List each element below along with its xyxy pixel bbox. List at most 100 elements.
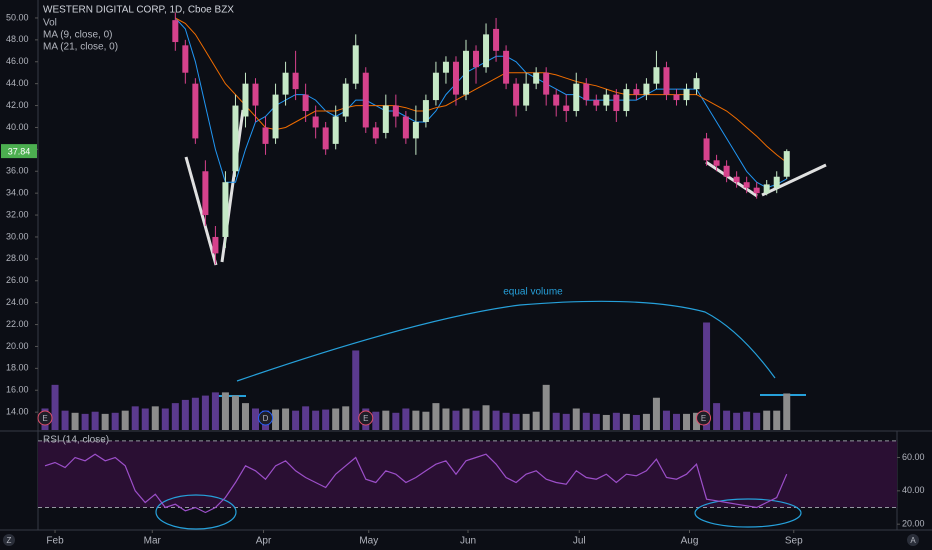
candle-body: [242, 83, 249, 117]
candle-body: [783, 151, 790, 177]
candle-body: [623, 89, 630, 112]
volume-bar: [292, 410, 300, 430]
rsi-band: [38, 440, 897, 508]
candle-body: [713, 160, 720, 166]
candle-body: [342, 83, 349, 117]
candle-body: [312, 116, 319, 128]
corner-button[interactable]: [3, 534, 15, 546]
candle-body: [603, 94, 610, 106]
volume-bar: [322, 409, 330, 430]
candle-body: [493, 28, 500, 51]
candle-body: [533, 72, 540, 84]
volume-bar: [111, 412, 119, 430]
candle-body: [673, 94, 680, 101]
volume-bar: [171, 403, 179, 430]
candle-body: [763, 184, 770, 194]
event-marker: [37, 410, 53, 426]
x-tick-label: Sep: [785, 536, 803, 547]
legend-entry: MA (9, close, 0): [43, 30, 112, 41]
volume-bar: [161, 408, 169, 430]
volume-bar: [622, 413, 630, 430]
event-label: E: [701, 414, 706, 423]
volume-bar: [642, 413, 650, 430]
volume-bar: [652, 397, 660, 430]
volume-bar: [312, 410, 320, 430]
candle-body: [442, 61, 449, 73]
y-tick-label: 26.00: [6, 275, 29, 285]
rsi-tick-label: 20.00: [902, 519, 925, 529]
candle-body: [282, 72, 289, 95]
y-tick-label: 32.00: [6, 209, 29, 219]
volume-bar: [211, 392, 219, 430]
y-tick-label: 20.00: [6, 341, 29, 351]
volume-bar: [101, 413, 109, 430]
candle-body: [362, 72, 369, 128]
volume-bar: [141, 408, 149, 430]
volume-bar: [121, 410, 129, 430]
volume-bar: [302, 406, 310, 430]
volume-bar: [502, 412, 510, 430]
volume-bar: [382, 410, 390, 430]
candle-body: [633, 89, 640, 95]
volume-bar: [131, 406, 139, 430]
candle-body: [553, 94, 560, 106]
candle-body: [563, 105, 570, 112]
event-label: E: [42, 414, 47, 423]
candle-body: [322, 127, 329, 150]
candle-body: [382, 105, 389, 133]
volume-bar: [432, 403, 440, 430]
candle-body: [483, 34, 490, 68]
y-tick-label: 44.00: [6, 78, 29, 88]
annotation: equal volume: [503, 287, 563, 298]
candle-body: [392, 105, 399, 117]
corner-label[interactable]: A: [910, 536, 916, 545]
volume-bar: [352, 350, 360, 430]
corner-button[interactable]: [907, 534, 919, 546]
volume-bar: [522, 413, 530, 430]
volume-bar: [693, 412, 701, 430]
volume-bar: [392, 412, 400, 430]
volume-bar: [472, 410, 480, 430]
candle-body: [513, 83, 520, 106]
event-marker: [696, 410, 712, 426]
x-tick-label: Apr: [256, 536, 272, 547]
last-price-tag: [1, 144, 37, 159]
candle-body: [663, 67, 670, 95]
x-tick-label: May: [359, 536, 378, 547]
chart-title: WESTERN DIGITAL CORP, 1D, Cboe BZX: [43, 5, 234, 16]
event-marker: [358, 410, 374, 426]
volume-bar: [572, 408, 580, 430]
volume-bar: [442, 408, 450, 430]
candle-body: [583, 83, 590, 101]
volume-bar: [452, 410, 460, 430]
volume-bar: [733, 412, 741, 430]
rsi-tick-label: 40.00: [902, 485, 925, 495]
event-label: E: [363, 414, 368, 423]
volume-bar: [562, 413, 570, 430]
y-tick-label: 16.00: [6, 385, 29, 395]
candle-body: [272, 94, 279, 139]
volume-bar: [703, 322, 711, 430]
volume-bar: [632, 414, 640, 430]
volume-bar: [201, 395, 209, 430]
volume-bar: [272, 409, 280, 430]
candle-body: [192, 83, 199, 139]
volume-bar: [763, 410, 771, 430]
candle-body: [452, 61, 459, 95]
volume-bar: [582, 412, 590, 430]
x-tick-label: Jul: [573, 536, 586, 547]
corner-label[interactable]: Z: [7, 536, 12, 545]
volume-bar: [683, 413, 691, 430]
candle-body: [693, 78, 700, 90]
candle-body: [503, 50, 510, 84]
candle-body: [473, 50, 480, 68]
candle-body: [643, 83, 650, 95]
layer: [38, 440, 897, 508]
volume-curve: [236, 300, 776, 382]
y-tick-label: 14.00: [6, 407, 29, 417]
volume-bar: [592, 413, 600, 430]
candle-body: [523, 83, 530, 106]
legend-entry: MA (21, close, 0): [43, 42, 118, 53]
candle-body: [593, 100, 600, 106]
volume-bar: [743, 411, 751, 430]
